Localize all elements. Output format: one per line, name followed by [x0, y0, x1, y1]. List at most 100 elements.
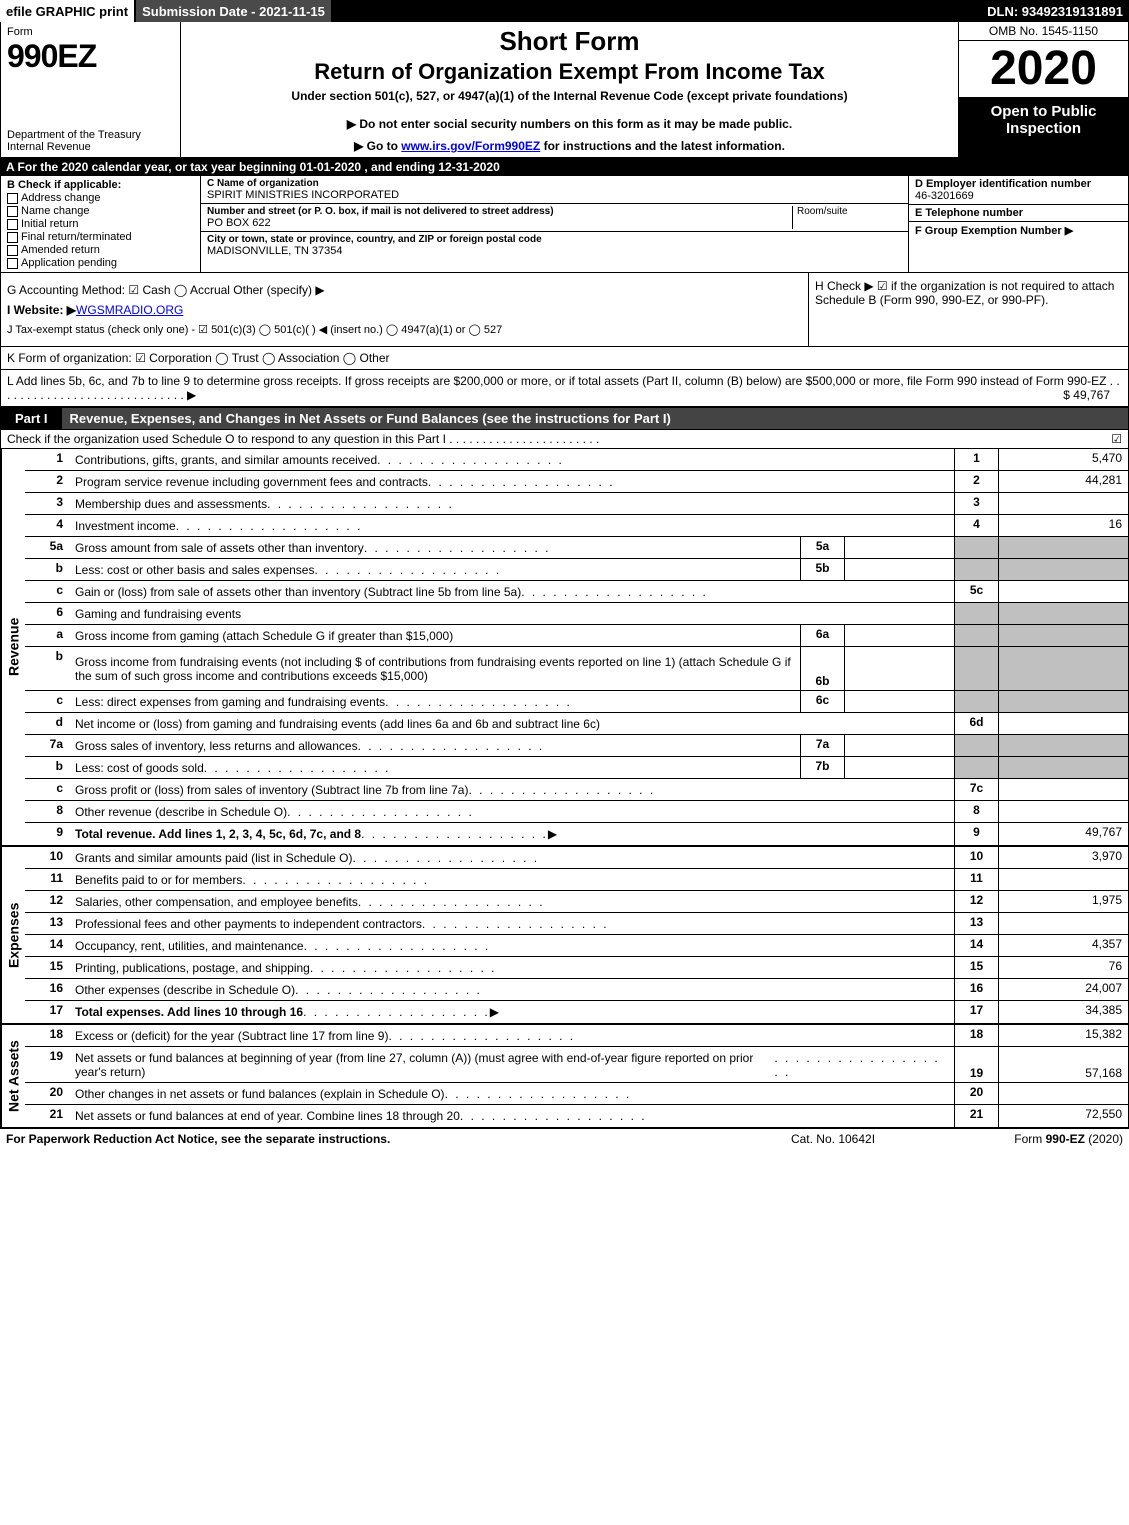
subtitle: Under section 501(c), 527, or 4947(a)(1)… [187, 89, 952, 103]
website-link[interactable]: WGSMRADIO.ORG [76, 303, 183, 317]
top-bar: efile GRAPHIC print Submission Date - 20… [0, 0, 1129, 22]
row-18-desc: Excess or (deficit) for the year (Subtra… [69, 1025, 954, 1046]
row-7c-ref: 7c [954, 779, 998, 800]
row-7b: b Less: cost of goods sold 7b [25, 757, 1128, 779]
row-19-num: 19 [25, 1047, 69, 1082]
row-6a: a Gross income from gaming (attach Sched… [25, 625, 1128, 647]
row-6d: d Net income or (loss) from gaming and f… [25, 713, 1128, 735]
row-8-desc: Other revenue (describe in Schedule O) [69, 801, 954, 822]
row-2-ref: 2 [954, 471, 998, 492]
irs-link[interactable]: www.irs.gov/Form990EZ [401, 139, 540, 153]
row-5b-sub: 5b [800, 559, 844, 580]
row-21-ref: 21 [954, 1105, 998, 1127]
row-2-desc: Program service revenue including govern… [69, 471, 954, 492]
row-5b-subval [844, 559, 954, 580]
footer-catno: Cat. No. 10642I [743, 1132, 923, 1146]
header-center: Short Form Return of Organization Exempt… [181, 22, 958, 157]
row-7a-desc: Gross sales of inventory, less returns a… [69, 735, 800, 756]
row-3-ref: 3 [954, 493, 998, 514]
ghij-block: G Accounting Method: ☑ Cash ◯ Accrual Ot… [0, 273, 1129, 347]
row-7c-num: c [25, 779, 69, 800]
row-3-amt [998, 493, 1128, 514]
row-6a-amt-shade [998, 625, 1128, 646]
row-9-desc: Total revenue. Add lines 1, 2, 3, 4, 5c,… [69, 823, 954, 845]
revenue-side-label: Revenue [1, 449, 25, 845]
row-6a-subval [844, 625, 954, 646]
row-17-desc: Total expenses. Add lines 10 through 16 [69, 1001, 954, 1023]
row-6-amt-shade [998, 603, 1128, 624]
row-2: 2 Program service revenue including gove… [25, 471, 1128, 493]
chk-initial-return[interactable]: Initial return [7, 218, 194, 230]
row-12-ref: 12 [954, 891, 998, 912]
gij-left: G Accounting Method: ☑ Cash ◯ Accrual Ot… [1, 273, 808, 346]
row-7a-num: 7a [25, 735, 69, 756]
row-4-desc: Investment income [69, 515, 954, 536]
row-10-num: 10 [25, 847, 69, 868]
row-7b-num: b [25, 757, 69, 778]
org-name-hdr: C Name of organization [207, 178, 902, 189]
ein-hdr: D Employer identification number [915, 178, 1122, 190]
row-10-ref: 10 [954, 847, 998, 868]
open-to-public: Open to Public Inspection [959, 97, 1128, 157]
row-6b-num: b [25, 647, 69, 690]
row-15-ref: 15 [954, 957, 998, 978]
section-b-label: B Check if applicable: [7, 179, 194, 191]
chk-amended-return[interactable]: Amended return [7, 244, 194, 256]
row-4-amt: 16 [998, 515, 1128, 536]
row-3-desc: Membership dues and assessments [69, 493, 954, 514]
phone-hdr: E Telephone number [915, 207, 1122, 219]
group-exempt-cell: F Group Exemption Number ▶ [909, 222, 1128, 272]
row-6-desc: Gaming and fundraising events [69, 603, 954, 624]
row-2-amt: 44,281 [998, 471, 1128, 492]
chk-address-change[interactable]: Address change [7, 192, 194, 204]
row-6d-ref: 6d [954, 713, 998, 734]
row-15: 15 Printing, publications, postage, and … [25, 957, 1128, 979]
footer-r-post: (2020) [1085, 1132, 1123, 1146]
row-5b-ref-shade [954, 559, 998, 580]
row-6b: b Gross income from fundraising events (… [25, 647, 1128, 691]
l-amount: $ 49,767 [1063, 388, 1110, 402]
row-8-num: 8 [25, 801, 69, 822]
row-20-desc: Other changes in net assets or fund bala… [69, 1083, 954, 1104]
row-6b-ref-shade [954, 647, 998, 690]
addr-val: PO BOX 622 [207, 217, 792, 229]
row-6c: c Less: direct expenses from gaming and … [25, 691, 1128, 713]
chk-final-return[interactable]: Final return/terminated [7, 231, 194, 243]
row-5b-amt-shade [998, 559, 1128, 580]
header-right: OMB No. 1545-1150 2020 Open to Public In… [958, 22, 1128, 157]
part1-tab: Part I [1, 408, 62, 429]
row-16-amt: 24,007 [998, 979, 1128, 1000]
ein-cell: D Employer identification number 46-3201… [909, 176, 1128, 205]
row-17-amt: 34,385 [998, 1001, 1128, 1023]
net-assets-side-label: Net Assets [1, 1025, 25, 1127]
chk-application-pending[interactable]: Application pending [7, 257, 194, 269]
row-9-ref: 9 [954, 823, 998, 845]
row-5a-desc: Gross amount from sale of assets other t… [69, 537, 800, 558]
instructions-note: ▶ Go to www.irs.gov/Form990EZ for instru… [187, 139, 952, 153]
row-18-amt: 15,382 [998, 1025, 1128, 1046]
row-5c-num: c [25, 581, 69, 602]
row-18-num: 18 [25, 1025, 69, 1046]
row-19-desc: Net assets or fund balances at beginning… [69, 1047, 954, 1082]
row-6a-sub: 6a [800, 625, 844, 646]
footer-right: Form 990-EZ (2020) [923, 1132, 1123, 1146]
row-1-desc: Contributions, gifts, grants, and simila… [69, 449, 954, 470]
row-13-ref: 13 [954, 913, 998, 934]
website-label: I Website: ▶ [7, 303, 76, 317]
row-6-num: 6 [25, 603, 69, 624]
row-9: 9 Total revenue. Add lines 1, 2, 3, 4, 5… [25, 823, 1128, 845]
chk-name-change[interactable]: Name change [7, 205, 194, 217]
row-6c-amt-shade [998, 691, 1128, 712]
org-name-row: C Name of organization SPIRIT MINISTRIES… [201, 176, 908, 204]
row-14: 14 Occupancy, rent, utilities, and maint… [25, 935, 1128, 957]
city-val: MADISONVILLE, TN 37354 [207, 245, 902, 257]
row-16-num: 16 [25, 979, 69, 1000]
row-21-num: 21 [25, 1105, 69, 1127]
row-20-num: 20 [25, 1083, 69, 1104]
l-row: L Add lines 5b, 6c, and 7b to line 9 to … [0, 370, 1129, 407]
row-7a-subval [844, 735, 954, 756]
tax-year-row: A For the 2020 calendar year, or tax yea… [0, 158, 1129, 176]
revenue-section: Revenue 1 Contributions, gifts, grants, … [0, 449, 1129, 845]
row-19-amt: 57,168 [998, 1047, 1128, 1082]
row-4: 4 Investment income 4 16 [25, 515, 1128, 537]
